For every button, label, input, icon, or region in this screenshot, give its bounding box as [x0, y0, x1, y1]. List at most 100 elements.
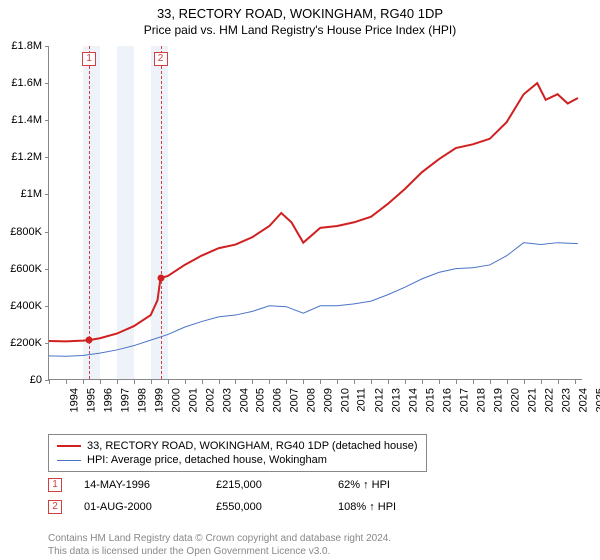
- x-tick: [49, 380, 50, 384]
- x-tick: [422, 380, 423, 384]
- x-tick: [100, 380, 101, 384]
- x-tick: [507, 380, 508, 384]
- x-tick: [117, 380, 118, 384]
- legend: 33, RECTORY ROAD, WOKINGHAM, RG40 1DP (d…: [48, 434, 427, 472]
- x-tick-label: 2007: [289, 388, 301, 412]
- legend-row: 33, RECTORY ROAD, WOKINGHAM, RG40 1DP (d…: [57, 439, 418, 453]
- x-tick-label: 2014: [408, 388, 420, 412]
- x-tick-label: 2023: [560, 388, 572, 412]
- x-tick-label: 1998: [136, 388, 148, 412]
- x-tick: [83, 380, 84, 384]
- y-tick-label: £0: [0, 374, 42, 386]
- y-tick-label: £1.6M: [0, 77, 42, 89]
- chart-title: 33, RECTORY ROAD, WOKINGHAM, RG40 1DP: [0, 0, 600, 21]
- x-tick: [439, 380, 440, 384]
- sale-price: £550,000: [216, 501, 316, 513]
- y-tick-label: £1M: [0, 188, 42, 200]
- x-tick: [235, 380, 236, 384]
- legend-row: HPI: Average price, detached house, Woki…: [57, 453, 418, 467]
- x-tick: [303, 380, 304, 384]
- x-tick: [168, 380, 169, 384]
- sale-date: 01-AUG-2000: [84, 501, 194, 513]
- x-tick-label: 2000: [170, 388, 182, 412]
- chart-subtitle: Price paid vs. HM Land Registry's House …: [0, 21, 600, 41]
- y-tick-label: £400K: [0, 300, 42, 312]
- x-tick: [269, 380, 270, 384]
- x-tick: [337, 380, 338, 384]
- sale-date: 14-MAY-1996: [84, 479, 194, 491]
- x-tick: [185, 380, 186, 384]
- x-tick-label: 1999: [153, 388, 165, 412]
- x-tick-label: 2009: [323, 388, 335, 412]
- x-tick-label: 2017: [458, 388, 470, 412]
- x-tick: [202, 380, 203, 384]
- x-tick: [490, 380, 491, 384]
- sale-delta: 62% ↑ HPI: [338, 479, 390, 491]
- x-tick-label: 2008: [306, 388, 318, 412]
- x-tick: [405, 380, 406, 384]
- x-tick: [354, 380, 355, 384]
- x-tick: [320, 380, 321, 384]
- y-tick-label: £1.4M: [0, 114, 42, 126]
- plot-area: 12: [48, 46, 582, 380]
- x-tick: [66, 380, 67, 384]
- y-tick-label: £600K: [0, 263, 42, 275]
- sale-row-badge: 1: [48, 478, 62, 492]
- x-tick: [524, 380, 525, 384]
- sale-point: [86, 337, 93, 344]
- x-tick: [134, 380, 135, 384]
- sale-row: 1 14-MAY-1996 £215,000 62% ↑ HPI: [48, 478, 390, 492]
- y-tick-label: £1.8M: [0, 40, 42, 52]
- x-tick-label: 2019: [492, 388, 504, 412]
- x-tick-label: 2001: [187, 388, 199, 412]
- footer-line-2: This data is licensed under the Open Gov…: [48, 545, 582, 558]
- sale-point: [157, 274, 164, 281]
- x-tick: [252, 380, 253, 384]
- x-tick: [219, 380, 220, 384]
- sale-price: £215,000: [216, 479, 316, 491]
- series-svg: [49, 46, 583, 380]
- series-line: [49, 83, 578, 341]
- x-tick: [151, 380, 152, 384]
- x-tick-label: 2002: [204, 388, 216, 412]
- x-tick-label: 1994: [68, 388, 80, 412]
- x-tick-label: 2011: [356, 388, 368, 412]
- x-tick-label: 2005: [255, 388, 267, 412]
- legend-label: HPI: Average price, detached house, Woki…: [87, 454, 327, 466]
- x-tick: [558, 380, 559, 384]
- x-tick-label: 2025: [594, 388, 600, 412]
- x-tick-label: 1995: [85, 388, 97, 412]
- y-tick-label: £1.2M: [0, 151, 42, 163]
- price-chart-container: { "header": { "title": "33, RECTORY ROAD…: [0, 0, 600, 560]
- x-tick-label: 2003: [221, 388, 233, 412]
- x-tick-label: 2004: [238, 388, 250, 412]
- x-tick: [286, 380, 287, 384]
- sale-row: 2 01-AUG-2000 £550,000 108% ↑ HPI: [48, 500, 396, 514]
- x-tick: [575, 380, 576, 384]
- x-tick-label: 2010: [340, 388, 352, 412]
- x-tick: [541, 380, 542, 384]
- x-tick: [473, 380, 474, 384]
- x-tick: [388, 380, 389, 384]
- x-tick-label: 2013: [391, 388, 403, 412]
- y-tick-label: £800K: [0, 226, 42, 238]
- x-tick-label: 2012: [374, 388, 386, 412]
- y-tick-label: £200K: [0, 337, 42, 349]
- sale-delta: 108% ↑ HPI: [338, 501, 396, 513]
- x-tick-label: 2020: [509, 388, 521, 412]
- footer-line-1: Contains HM Land Registry data © Crown c…: [48, 532, 582, 545]
- x-tick-label: 2015: [424, 388, 436, 412]
- x-tick: [371, 380, 372, 384]
- x-tick: [456, 380, 457, 384]
- x-tick-label: 2006: [272, 388, 284, 412]
- sale-row-badge: 2: [48, 500, 62, 514]
- x-tick-label: 1997: [119, 388, 131, 412]
- legend-swatch: [57, 460, 81, 461]
- x-tick-label: 1996: [102, 388, 114, 412]
- series-line: [49, 243, 578, 357]
- legend-label: 33, RECTORY ROAD, WOKINGHAM, RG40 1DP (d…: [87, 440, 418, 452]
- x-tick-label: 2022: [543, 388, 555, 412]
- x-tick-label: 2016: [441, 388, 453, 412]
- x-tick-label: 2024: [577, 388, 589, 412]
- footer-attribution: Contains HM Land Registry data © Crown c…: [48, 532, 582, 558]
